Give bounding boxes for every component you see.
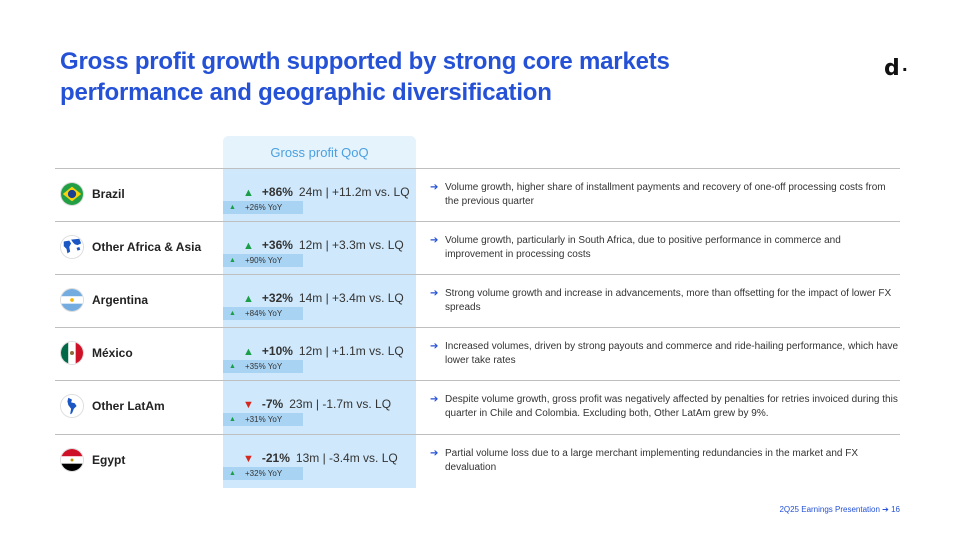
africa-asia-map-icon xyxy=(60,235,84,259)
trend-up-icon: ▲ xyxy=(229,204,236,211)
trend-up-icon: ▲ xyxy=(243,240,254,252)
gross-profit-qoq: ▲ +10% 12m | +1.1m vs. LQ xyxy=(243,344,404,358)
table-row: Other Africa & Asia ▲ +36% 12m | +3.3m vs.… xyxy=(55,221,900,274)
row-description: ➔ Partial volume loss due to a large merc… xyxy=(430,447,900,475)
yoy-badge: ▲ +26% YoY xyxy=(223,201,303,214)
brazil-flag-icon xyxy=(60,182,84,206)
gross-profit-column-header: Gross profit QoQ xyxy=(223,136,416,168)
arrow-right-icon: ➔ xyxy=(430,341,439,352)
qoq-detail: 14m | +3.4m vs. LQ xyxy=(298,291,404,305)
country-name: Brazil xyxy=(92,187,125,201)
description-text: Increased volumes, driven by strong payo… xyxy=(445,341,899,366)
arrow-right-icon: ➔ xyxy=(430,448,439,459)
trend-up-icon: ▲ xyxy=(229,363,236,370)
table-row: Argentina ▲ +32% 14m | +3.4m vs. LQ ▲ +84% … xyxy=(55,274,900,327)
yoy-value: +31% YoY xyxy=(245,415,283,424)
gross-profit-qoq: ▲ +36% 12m | +3.3m vs. LQ xyxy=(243,238,404,252)
row-divider xyxy=(55,221,900,222)
argentina-flag-icon xyxy=(60,288,84,312)
arrow-right-icon: ➔ xyxy=(430,394,439,405)
table-row: México ▲ +10% 12m | +1.1m vs. LQ ▲ +35% YoY… xyxy=(55,327,900,380)
yoy-badge: ▲ +31% YoY xyxy=(223,413,303,426)
trend-up-icon: ▲ xyxy=(229,470,236,477)
gross-profit-qoq: ▼ -7% 23m | -1.7m vs. LQ xyxy=(243,397,391,411)
mexico-flag-icon xyxy=(60,341,84,365)
row-divider xyxy=(55,327,900,328)
row-description: ➔ Volume growth, higher share of installm… xyxy=(430,181,900,209)
qoq-detail: 23m | -1.7m vs. LQ xyxy=(289,397,392,411)
egypt-flag-icon xyxy=(60,448,84,472)
table-row: Egypt ▼ -21% 13m | -3.4m vs. LQ ▲ +32% YoY … xyxy=(55,434,900,487)
qoq-percent: +36% xyxy=(261,238,293,252)
company-logo: d · xyxy=(884,56,908,81)
qoq-percent: +86% xyxy=(261,185,293,199)
qoq-percent: -7% xyxy=(261,397,284,411)
page-title: Gross profit growth supported by strong … xyxy=(60,48,670,106)
gross-profit-qoq: ▲ +32% 14m | +3.4m vs. LQ xyxy=(243,291,404,305)
arrow-right-icon: ➔ xyxy=(430,235,439,246)
qoq-percent: +10% xyxy=(261,344,293,358)
country-name: México xyxy=(92,346,133,360)
row-divider xyxy=(55,434,900,435)
row-description: ➔ Volume growth, particularly in South Af… xyxy=(430,234,900,262)
arrow-right-icon: ➔ xyxy=(430,288,439,299)
yoy-value: +26% YoY xyxy=(245,203,283,212)
country-name: Other Africa & Asia xyxy=(92,240,202,254)
yoy-badge: ▲ +84% YoY xyxy=(223,307,303,320)
trend-down-icon: ▼ xyxy=(243,399,254,411)
row-divider xyxy=(55,380,900,381)
description-text: Volume growth, particularly in South Afr… xyxy=(445,235,841,260)
yoy-badge: ▲ +32% YoY xyxy=(223,467,303,480)
description-text: Despite volume growth, gross profit was … xyxy=(445,394,898,419)
qoq-percent: -21% xyxy=(261,451,290,465)
footer-page-reference: 2Q25 Earnings Presentation ➔ 16 xyxy=(779,505,900,514)
description-text: Strong volume growth and increase in adv… xyxy=(445,288,892,313)
trend-up-icon: ▲ xyxy=(229,416,236,423)
yoy-value: +32% YoY xyxy=(245,469,283,478)
description-text: Partial volume loss due to a large merch… xyxy=(445,448,858,473)
country-name: Other LatAm xyxy=(92,399,165,413)
trend-up-icon: ▲ xyxy=(229,257,236,264)
qoq-detail: 13m | -3.4m vs. LQ xyxy=(295,451,398,465)
trend-up-icon: ▲ xyxy=(229,310,236,317)
logo-dot: · xyxy=(901,60,908,79)
trend-down-icon: ▼ xyxy=(243,453,254,465)
table-row: Brazil ▲ +86% 24m | +11.2m vs. LQ ▲ +26% Yo… xyxy=(55,168,900,221)
row-divider xyxy=(55,168,900,169)
country-name: Argentina xyxy=(92,293,149,307)
yoy-value: +84% YoY xyxy=(245,309,283,318)
row-divider xyxy=(55,274,900,275)
trend-up-icon: ▲ xyxy=(243,293,254,305)
qoq-percent: +32% xyxy=(261,291,293,305)
qoq-detail: 12m | +1.1m vs. LQ xyxy=(298,344,404,358)
row-description: ➔ Despite volume growth, gross profit was… xyxy=(430,393,900,421)
qoq-detail: 24m | +11.2m vs. LQ xyxy=(298,185,410,199)
gross-profit-qoq: ▼ -21% 13m | -3.4m vs. LQ xyxy=(243,451,398,465)
row-description: ➔ Increased volumes, driven by strong pay… xyxy=(430,340,900,368)
yoy-badge: ▲ +35% YoY xyxy=(223,360,303,373)
latam-map-icon xyxy=(60,394,84,418)
description-text: Volume growth, higher share of installme… xyxy=(445,182,886,207)
yoy-value: +35% YoY xyxy=(245,362,283,371)
row-description: ➔ Strong volume growth and increase in ad… xyxy=(430,287,900,315)
qoq-detail: 12m | +3.3m vs. LQ xyxy=(298,238,404,252)
trend-up-icon: ▲ xyxy=(243,187,254,199)
country-name: Egypt xyxy=(92,453,126,467)
gross-profit-qoq: ▲ +86% 24m | +11.2m vs. LQ xyxy=(243,185,410,199)
yoy-badge: ▲ +90% YoY xyxy=(223,254,303,267)
arrow-right-icon: ➔ xyxy=(430,182,439,193)
table-row: Other LatAm ▼ -7% 23m | -1.7m vs. LQ ▲ +31%… xyxy=(55,380,900,433)
logo-letter: d xyxy=(884,56,900,81)
yoy-value: +90% YoY xyxy=(245,256,283,265)
trend-up-icon: ▲ xyxy=(243,346,254,358)
